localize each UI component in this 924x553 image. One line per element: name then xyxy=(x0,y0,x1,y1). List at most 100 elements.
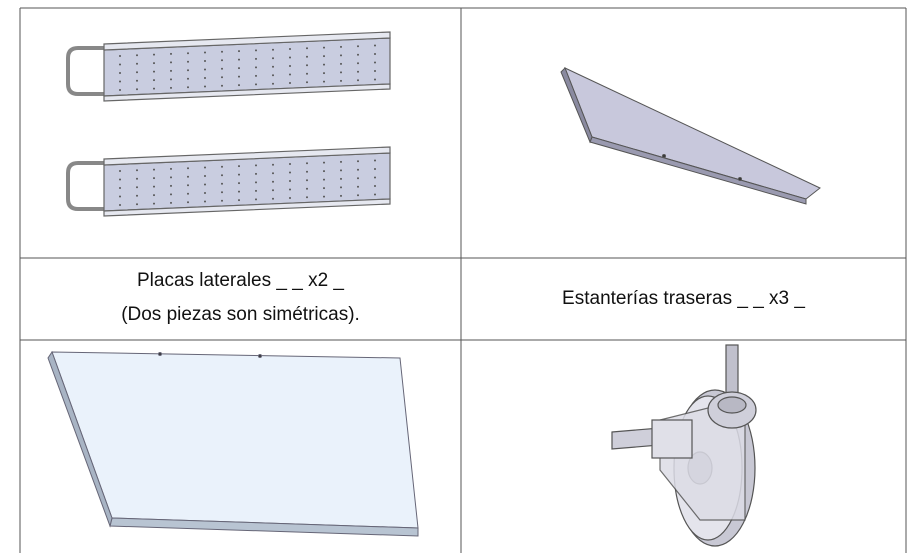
hole xyxy=(170,176,172,179)
side-plate-illustration xyxy=(66,31,392,218)
hole xyxy=(357,79,359,82)
hole xyxy=(119,187,121,189)
hole xyxy=(204,85,206,88)
hole xyxy=(306,196,308,199)
hole xyxy=(204,175,206,177)
hole xyxy=(357,160,359,163)
hole xyxy=(187,60,189,63)
hole xyxy=(340,169,342,172)
hole xyxy=(153,168,155,171)
hole xyxy=(323,80,325,83)
hole xyxy=(357,45,359,48)
caption-line: (Dos piezas son simétricas). xyxy=(121,304,360,325)
hole xyxy=(238,50,240,53)
hole xyxy=(289,180,291,182)
hole xyxy=(170,193,172,196)
hole xyxy=(323,187,325,190)
hole xyxy=(340,177,342,180)
hole xyxy=(340,45,342,48)
hole xyxy=(119,204,121,206)
hole xyxy=(153,79,155,82)
hole xyxy=(323,161,325,164)
hole xyxy=(357,194,359,197)
hole xyxy=(136,62,138,65)
hole xyxy=(238,182,240,185)
cell-caption: Estanterías traseras _ _ x3 _ xyxy=(461,282,906,316)
hole xyxy=(340,71,342,74)
hole xyxy=(238,190,240,193)
hole xyxy=(187,52,189,55)
hole xyxy=(136,169,138,172)
hole xyxy=(323,46,325,49)
hole xyxy=(374,193,376,196)
hole xyxy=(289,171,291,174)
hole xyxy=(340,62,342,65)
hole xyxy=(119,178,121,181)
hole xyxy=(119,80,121,83)
hole xyxy=(204,51,206,54)
hole xyxy=(187,184,189,187)
hole xyxy=(340,186,342,189)
hole xyxy=(374,159,376,162)
hole xyxy=(357,185,359,188)
hole xyxy=(357,53,359,56)
hole xyxy=(289,82,291,84)
caster-illustration xyxy=(611,344,757,547)
hole xyxy=(187,69,189,72)
hole xyxy=(153,62,155,65)
hole xyxy=(153,87,155,90)
hole xyxy=(204,77,206,79)
hole xyxy=(272,74,274,77)
shelf-illustration xyxy=(560,67,821,205)
hole xyxy=(306,81,308,84)
hole xyxy=(255,172,257,175)
hole xyxy=(323,195,325,198)
hole xyxy=(374,44,376,47)
hole xyxy=(255,198,257,201)
hole xyxy=(306,55,308,58)
hole xyxy=(255,189,257,192)
hole xyxy=(374,78,376,81)
hole xyxy=(170,52,172,55)
hole xyxy=(221,84,223,87)
hole xyxy=(255,57,257,60)
hole xyxy=(153,53,155,56)
hole xyxy=(204,192,206,194)
hole xyxy=(255,164,257,167)
hole xyxy=(289,197,291,199)
hole xyxy=(374,168,376,170)
hole xyxy=(204,166,206,169)
hole xyxy=(204,200,206,203)
hole xyxy=(374,61,376,64)
hole xyxy=(187,77,189,80)
hole xyxy=(221,182,223,185)
hole xyxy=(238,58,240,61)
hole xyxy=(306,179,308,182)
hole xyxy=(204,68,206,71)
hole xyxy=(136,71,138,74)
hole xyxy=(374,176,376,179)
hole xyxy=(238,199,240,202)
hole xyxy=(204,183,206,186)
hole xyxy=(340,79,342,82)
hole xyxy=(170,69,172,72)
hole xyxy=(119,72,121,74)
hole xyxy=(221,50,223,53)
hole xyxy=(204,60,206,62)
hole xyxy=(272,180,274,183)
hole xyxy=(357,62,359,65)
hole xyxy=(170,78,172,81)
hole xyxy=(170,201,172,204)
hole xyxy=(272,65,274,68)
hole xyxy=(357,70,359,73)
hole xyxy=(323,170,325,173)
hole xyxy=(255,66,257,69)
hole xyxy=(272,189,274,192)
hole xyxy=(306,170,308,173)
board-illustration xyxy=(47,350,419,537)
hole xyxy=(323,72,325,75)
hole xyxy=(136,203,138,206)
hole xyxy=(136,194,138,197)
hole xyxy=(136,54,138,57)
hole xyxy=(306,72,308,75)
